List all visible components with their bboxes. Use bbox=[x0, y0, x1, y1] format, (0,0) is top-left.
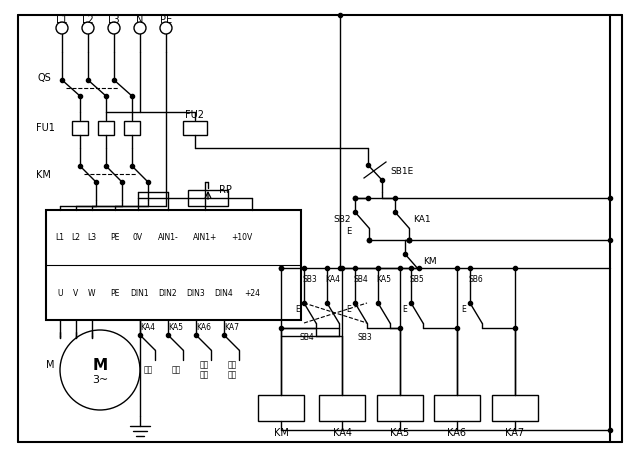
Text: KM: KM bbox=[36, 170, 51, 180]
Text: +10V: +10V bbox=[232, 234, 253, 243]
Text: 0V: 0V bbox=[133, 234, 143, 243]
Text: L2: L2 bbox=[82, 15, 94, 25]
Text: FU1: FU1 bbox=[36, 123, 55, 133]
Bar bbox=[183, 121, 207, 135]
Text: SB3: SB3 bbox=[357, 333, 372, 341]
Text: KA4: KA4 bbox=[141, 324, 156, 333]
Bar bbox=[434, 395, 480, 421]
Text: 反轉: 反轉 bbox=[172, 366, 180, 374]
Text: KA5: KA5 bbox=[168, 324, 184, 333]
Text: PE: PE bbox=[160, 15, 172, 25]
Text: M: M bbox=[92, 357, 108, 372]
Text: SB2: SB2 bbox=[333, 216, 351, 224]
Text: KA4: KA4 bbox=[326, 276, 340, 285]
Text: L3: L3 bbox=[88, 234, 97, 243]
Text: DIN3: DIN3 bbox=[187, 288, 205, 298]
Text: E: E bbox=[346, 228, 351, 237]
Text: 反向
點動: 反向 點動 bbox=[227, 360, 237, 380]
Bar bbox=[258, 395, 304, 421]
Bar bbox=[377, 395, 423, 421]
Bar bbox=[319, 395, 365, 421]
Text: KA7: KA7 bbox=[506, 428, 525, 438]
Text: KM: KM bbox=[423, 257, 436, 266]
Bar bbox=[124, 121, 140, 135]
Bar bbox=[188, 190, 228, 206]
Text: KA7: KA7 bbox=[225, 324, 239, 333]
Text: RP: RP bbox=[219, 185, 232, 195]
Text: L3: L3 bbox=[108, 15, 120, 25]
Text: M: M bbox=[45, 360, 54, 370]
Text: KA6: KA6 bbox=[447, 428, 467, 438]
Text: DIN1: DIN1 bbox=[131, 288, 149, 298]
Text: SB1E: SB1E bbox=[390, 168, 413, 176]
Text: SB3: SB3 bbox=[303, 276, 317, 285]
Text: E: E bbox=[403, 304, 407, 314]
Text: V: V bbox=[74, 288, 79, 298]
Text: QS: QS bbox=[38, 73, 52, 83]
Text: PE: PE bbox=[110, 234, 120, 243]
Text: SB4: SB4 bbox=[354, 276, 369, 285]
Text: AIN1+: AIN1+ bbox=[193, 234, 217, 243]
Text: N: N bbox=[136, 15, 144, 25]
Text: L2: L2 bbox=[72, 234, 81, 243]
Text: SB5: SB5 bbox=[410, 276, 424, 285]
Text: KA4: KA4 bbox=[333, 428, 351, 438]
Text: KM: KM bbox=[273, 428, 289, 438]
Text: 正轉: 正轉 bbox=[143, 366, 152, 374]
Text: DIN4: DIN4 bbox=[214, 288, 234, 298]
Text: KA5: KA5 bbox=[390, 428, 410, 438]
Text: 3~: 3~ bbox=[92, 375, 108, 385]
Text: DIN2: DIN2 bbox=[159, 288, 177, 298]
Text: +24: +24 bbox=[244, 288, 260, 298]
Text: E: E bbox=[346, 304, 351, 314]
Text: U: U bbox=[57, 288, 63, 298]
Text: SB6: SB6 bbox=[468, 276, 483, 285]
Text: KA6: KA6 bbox=[196, 324, 211, 333]
Text: KA5: KA5 bbox=[376, 276, 392, 285]
Bar bbox=[46, 210, 301, 320]
Text: L1: L1 bbox=[56, 234, 65, 243]
Text: SB4: SB4 bbox=[300, 333, 315, 341]
Bar bbox=[72, 121, 88, 135]
Text: E: E bbox=[461, 304, 466, 314]
Bar bbox=[492, 395, 538, 421]
Text: PE: PE bbox=[110, 288, 120, 298]
Text: KA1: KA1 bbox=[413, 216, 431, 224]
Bar bbox=[98, 121, 114, 135]
Text: L1: L1 bbox=[56, 15, 68, 25]
Text: W: W bbox=[88, 288, 96, 298]
Text: E: E bbox=[295, 304, 300, 314]
Text: AIN1-: AIN1- bbox=[157, 234, 179, 243]
Text: FU2: FU2 bbox=[186, 110, 205, 120]
Text: 正向
點動: 正向 點動 bbox=[200, 360, 209, 380]
